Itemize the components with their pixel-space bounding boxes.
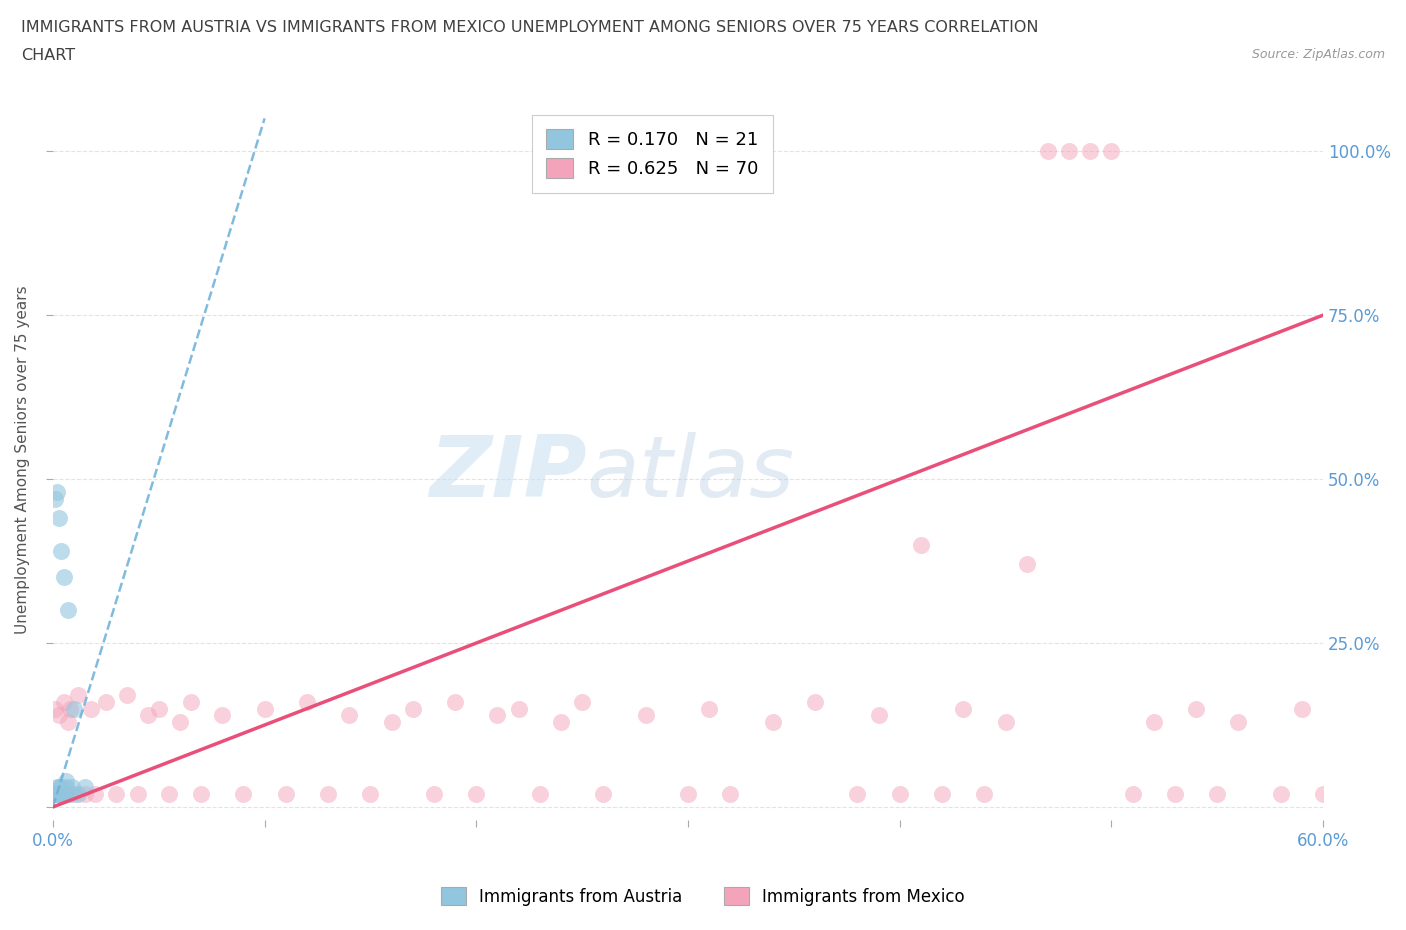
Point: [444, 695, 467, 710]
Point: [1015, 557, 1038, 572]
Point: [48, 708, 70, 723]
Point: [571, 695, 593, 710]
Point: [46, 485, 69, 499]
Text: Source: ZipAtlas.com: Source: ZipAtlas.com: [1251, 48, 1385, 61]
Point: [48, 780, 70, 795]
Point: [51, 544, 73, 559]
Point: [253, 701, 276, 716]
Point: [180, 695, 202, 710]
Point: [94, 695, 117, 710]
Point: [1291, 701, 1313, 716]
Point: [148, 701, 170, 716]
Point: [44, 491, 66, 506]
Point: [274, 787, 297, 802]
Point: [1036, 144, 1059, 159]
Point: [55, 774, 77, 789]
Point: [51, 787, 73, 802]
Point: [127, 787, 149, 802]
Point: [1057, 144, 1080, 159]
Point: [402, 701, 425, 716]
Point: [889, 787, 911, 802]
Point: [63, 787, 86, 802]
Point: [136, 708, 159, 723]
Point: [232, 787, 254, 802]
Point: [56, 714, 79, 729]
Point: [46, 780, 69, 795]
Point: [1143, 714, 1166, 729]
Point: [359, 787, 381, 802]
Point: [48, 787, 70, 802]
Point: [316, 787, 339, 802]
Point: [52, 787, 75, 802]
Point: [465, 787, 488, 802]
Point: [973, 787, 995, 802]
Point: [55, 787, 77, 802]
Point: [48, 511, 70, 525]
Point: [868, 708, 890, 723]
Point: [634, 708, 657, 723]
Point: [52, 695, 75, 710]
Point: [550, 714, 572, 729]
Point: [80, 701, 103, 716]
Point: [931, 787, 953, 802]
Text: atlas: atlas: [586, 432, 794, 515]
Point: [67, 787, 90, 802]
Point: [1122, 787, 1144, 802]
Point: [718, 787, 741, 802]
Point: [46, 787, 69, 802]
Point: [1312, 787, 1334, 802]
Point: [73, 780, 96, 795]
Point: [190, 787, 212, 802]
Point: [529, 787, 551, 802]
Point: [337, 708, 360, 723]
Point: [1185, 701, 1208, 716]
Point: [1099, 144, 1122, 159]
Point: [63, 701, 86, 716]
Point: [115, 688, 138, 703]
Text: CHART: CHART: [21, 48, 75, 63]
Point: [73, 787, 96, 802]
Point: [46, 787, 69, 802]
Point: [105, 787, 128, 802]
Point: [697, 701, 720, 716]
Point: [84, 787, 107, 802]
Text: ZIP: ZIP: [429, 432, 586, 515]
Legend: R = 0.170   N = 21, R = 0.625   N = 70: R = 0.170 N = 21, R = 0.625 N = 70: [531, 115, 773, 193]
Legend: Immigrants from Austria, Immigrants from Mexico: Immigrants from Austria, Immigrants from…: [434, 881, 972, 912]
Point: [592, 787, 614, 802]
Point: [486, 708, 509, 723]
Y-axis label: Unemployment Among Seniors over 75 years: Unemployment Among Seniors over 75 years: [15, 286, 30, 633]
Point: [295, 695, 318, 710]
Point: [157, 787, 180, 802]
Point: [381, 714, 404, 729]
Point: [59, 701, 82, 716]
Point: [67, 688, 90, 703]
Point: [910, 538, 932, 552]
Point: [1227, 714, 1250, 729]
Point: [762, 714, 785, 729]
Text: IMMIGRANTS FROM AUSTRIA VS IMMIGRANTS FROM MEXICO UNEMPLOYMENT AMONG SENIORS OVE: IMMIGRANTS FROM AUSTRIA VS IMMIGRANTS FR…: [21, 20, 1039, 35]
Point: [169, 714, 191, 729]
Point: [1078, 144, 1101, 159]
Point: [55, 787, 77, 802]
Point: [508, 701, 530, 716]
Point: [56, 603, 79, 618]
Point: [846, 787, 869, 802]
Point: [52, 570, 75, 585]
Point: [804, 695, 827, 710]
Point: [1206, 787, 1229, 802]
Point: [1164, 787, 1187, 802]
Point: [51, 780, 73, 795]
Point: [1270, 787, 1292, 802]
Point: [423, 787, 446, 802]
Point: [44, 787, 66, 802]
Point: [59, 787, 82, 802]
Point: [211, 708, 233, 723]
Point: [676, 787, 699, 802]
Point: [55, 780, 77, 795]
Point: [44, 701, 66, 716]
Point: [60, 780, 83, 795]
Point: [994, 714, 1017, 729]
Point: [952, 701, 974, 716]
